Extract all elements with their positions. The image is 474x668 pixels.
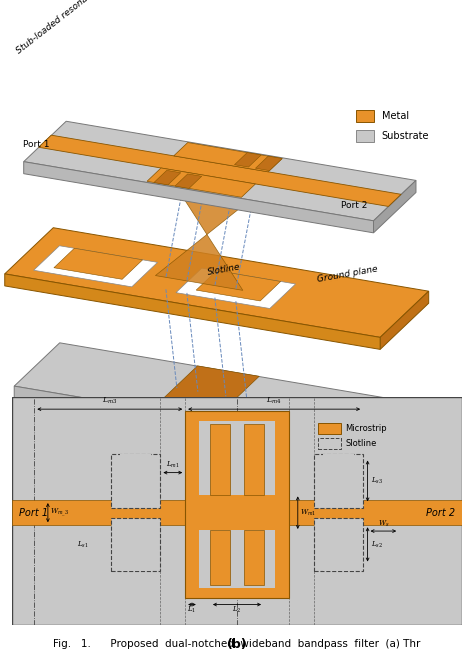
- Polygon shape: [147, 168, 255, 197]
- Bar: [244, 530, 264, 584]
- Polygon shape: [255, 156, 282, 170]
- Bar: [120, 524, 151, 571]
- Text: Slotline: Slotline: [207, 263, 241, 277]
- Polygon shape: [374, 180, 416, 233]
- Polygon shape: [152, 366, 259, 420]
- Text: Port 1: Port 1: [18, 508, 48, 518]
- Bar: [210, 424, 230, 495]
- Polygon shape: [14, 343, 422, 448]
- Polygon shape: [24, 162, 374, 233]
- Text: Slotline: Slotline: [345, 439, 376, 448]
- Text: $W_1$: $W_1$: [276, 576, 288, 587]
- Text: (a): (a): [218, 401, 237, 414]
- Bar: [313, 454, 363, 508]
- Text: $S_1$: $S_1$: [232, 576, 242, 587]
- Bar: [318, 422, 340, 434]
- Polygon shape: [176, 268, 296, 309]
- Text: $L_{s1}$: $L_{s1}$: [77, 539, 88, 550]
- Bar: [12, 500, 462, 525]
- Bar: [199, 421, 275, 495]
- Bar: [313, 518, 363, 571]
- Bar: [111, 454, 160, 508]
- Text: $L_{m3}$: $L_{m3}$: [102, 396, 118, 406]
- Text: Ground plane: Ground plane: [316, 265, 378, 284]
- Polygon shape: [380, 291, 428, 349]
- Bar: [318, 438, 340, 449]
- Polygon shape: [14, 386, 377, 460]
- Text: $L_{s3}$: $L_{s3}$: [371, 476, 383, 486]
- Text: $W_{m\_3}$: $W_{m\_3}$: [50, 507, 69, 518]
- Polygon shape: [38, 135, 401, 206]
- Bar: [356, 110, 374, 122]
- Text: Microstrip: Microstrip: [345, 424, 387, 433]
- Text: $L_{m1}$: $L_{m1}$: [166, 460, 180, 470]
- Text: $W_{m1}$: $W_{m1}$: [300, 508, 316, 518]
- Polygon shape: [235, 152, 261, 167]
- Polygon shape: [24, 122, 416, 221]
- Text: Port 2: Port 2: [426, 508, 456, 518]
- Text: Stub-loaded resonator: Stub-loaded resonator: [14, 0, 99, 55]
- Text: $W_{m2}$: $W_{m2}$: [229, 474, 245, 484]
- Text: $L_2$: $L_2$: [232, 605, 242, 615]
- Polygon shape: [34, 246, 157, 287]
- Polygon shape: [175, 174, 202, 188]
- Bar: [322, 454, 354, 501]
- Polygon shape: [155, 178, 258, 291]
- Text: Substrate: Substrate: [382, 131, 429, 140]
- Text: Port 2: Port 2: [341, 201, 367, 210]
- Text: Fig.   1.      Proposed  dual-notched  wideband  bandpass  filter  (a) Thr: Fig. 1. Proposed dual-notched wideband b…: [53, 639, 421, 649]
- Bar: [244, 424, 264, 495]
- Bar: [120, 454, 151, 501]
- Text: (b): (b): [227, 638, 247, 651]
- Text: Metal: Metal: [382, 111, 409, 120]
- Text: Port 1: Port 1: [23, 140, 49, 149]
- Bar: [210, 530, 230, 584]
- Bar: [322, 524, 354, 571]
- Text: $L_3$: $L_3$: [271, 552, 280, 562]
- Bar: [199, 530, 275, 588]
- Text: $W_{m4}$: $W_{m4}$: [268, 522, 285, 533]
- Text: $W_s$: $W_s$: [378, 519, 389, 529]
- Polygon shape: [54, 248, 143, 279]
- Bar: [356, 130, 374, 142]
- Bar: [111, 518, 160, 571]
- Bar: [185, 411, 289, 598]
- Text: $L_{m2}$: $L_{m2}$: [221, 454, 235, 464]
- Polygon shape: [5, 228, 428, 337]
- Polygon shape: [154, 170, 181, 185]
- Polygon shape: [377, 404, 422, 460]
- Text: $L_1$: $L_1$: [187, 605, 197, 615]
- Text: $L_{m4}$: $L_{m4}$: [266, 396, 282, 406]
- Polygon shape: [5, 274, 380, 349]
- Text: $L_{s2}$: $L_{s2}$: [371, 539, 383, 550]
- Polygon shape: [174, 142, 282, 172]
- Polygon shape: [196, 271, 281, 301]
